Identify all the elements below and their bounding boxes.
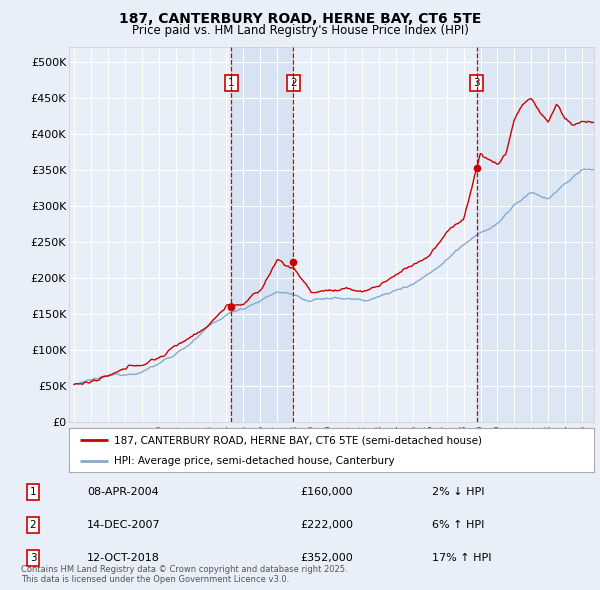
Text: 6% ↑ HPI: 6% ↑ HPI xyxy=(432,520,484,530)
Text: 1: 1 xyxy=(29,487,37,497)
Bar xyxy=(477,47,594,422)
Text: 17% ↑ HPI: 17% ↑ HPI xyxy=(432,553,491,563)
Text: 187, CANTERBURY ROAD, HERNE BAY, CT6 5TE (semi-detached house): 187, CANTERBURY ROAD, HERNE BAY, CT6 5TE… xyxy=(113,435,482,445)
Text: 08-APR-2004: 08-APR-2004 xyxy=(87,487,159,497)
Text: Price paid vs. HM Land Registry's House Price Index (HPI): Price paid vs. HM Land Registry's House … xyxy=(131,24,469,37)
Text: HPI: Average price, semi-detached house, Canterbury: HPI: Average price, semi-detached house,… xyxy=(113,456,394,466)
Text: 3: 3 xyxy=(473,78,480,88)
Bar xyxy=(231,47,293,422)
Text: 187, CANTERBURY ROAD, HERNE BAY, CT6 5TE: 187, CANTERBURY ROAD, HERNE BAY, CT6 5TE xyxy=(119,12,481,26)
Text: 3: 3 xyxy=(29,553,37,563)
Text: 12-OCT-2018: 12-OCT-2018 xyxy=(87,553,160,563)
Text: £222,000: £222,000 xyxy=(300,520,353,530)
Text: 1: 1 xyxy=(228,78,235,88)
Text: £352,000: £352,000 xyxy=(300,553,353,563)
Text: 14-DEC-2007: 14-DEC-2007 xyxy=(87,520,161,530)
Text: 2: 2 xyxy=(290,78,297,88)
Text: £160,000: £160,000 xyxy=(300,487,353,497)
Text: 2: 2 xyxy=(29,520,37,530)
Text: 2% ↓ HPI: 2% ↓ HPI xyxy=(432,487,485,497)
Text: Contains HM Land Registry data © Crown copyright and database right 2025.
This d: Contains HM Land Registry data © Crown c… xyxy=(21,565,347,584)
